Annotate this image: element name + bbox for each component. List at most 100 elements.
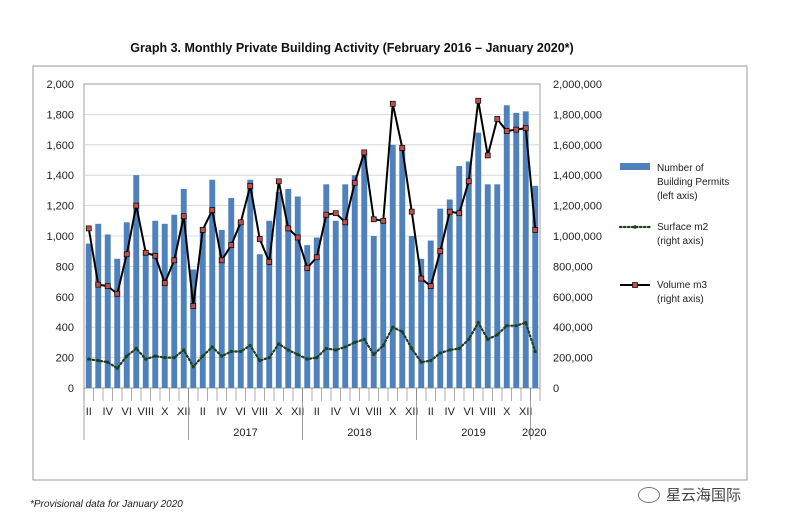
volume-point <box>370 216 377 223</box>
left-axis-ticks: 0 200 400 600 800 1,000 1,200 1,400 1,600 1,800 2,… <box>46 79 74 395</box>
legend-text: (right axis) <box>657 294 704 305</box>
left-tick-label: 800 <box>56 261 74 273</box>
month-label: IV <box>103 406 114 418</box>
year-label: 2019 <box>461 427 485 439</box>
bar <box>123 222 130 388</box>
volume-point <box>142 249 149 256</box>
surface-point <box>182 348 186 352</box>
bar <box>475 132 482 388</box>
month-label: II <box>314 406 320 418</box>
footnote: *Provisional data for January 2020 <box>30 499 183 510</box>
legend-bar-swatch <box>620 163 650 170</box>
surface-point <box>324 346 328 351</box>
month-label: VIII <box>137 406 154 418</box>
legend-text: (left axis) <box>657 191 698 202</box>
surface-point <box>277 342 281 346</box>
right-tick-label: 1,000,000 <box>553 231 602 243</box>
volume-point <box>532 227 539 233</box>
chart-title: Graph 3. Monthly Private Building Activi… <box>130 41 573 55</box>
bar <box>361 152 368 388</box>
left-tick-label: 1,000 <box>46 231 74 243</box>
surface-point <box>533 349 537 354</box>
bar <box>484 184 491 388</box>
right-tick-label: 0 <box>553 383 559 395</box>
bar <box>323 184 330 388</box>
surface-point <box>134 346 138 351</box>
right-tick-label: 600,000 <box>553 292 593 304</box>
volume-point <box>313 254 320 261</box>
volume-point <box>171 257 178 264</box>
legend-surface-marker <box>633 225 637 229</box>
bar <box>427 240 434 388</box>
bar <box>199 226 206 388</box>
right-tick-label: 1,400,000 <box>553 170 602 182</box>
surface-point <box>495 333 499 337</box>
surface-point <box>115 366 119 370</box>
right-tick-label: 1,800,000 <box>553 109 602 121</box>
bar <box>399 147 406 388</box>
volume-point <box>190 303 197 309</box>
surface-point <box>410 346 414 351</box>
volume-point <box>361 149 368 156</box>
surface-point <box>267 356 271 360</box>
surface-point <box>296 352 300 357</box>
bar <box>228 198 235 388</box>
surface-point <box>125 354 129 358</box>
bar <box>294 196 301 388</box>
watermark-text: 星云海国际 <box>666 487 742 504</box>
surface-point <box>229 349 233 354</box>
surface-point <box>381 343 385 348</box>
month-label: VI <box>236 406 246 418</box>
bar <box>389 144 396 388</box>
legend-volume-marker <box>632 282 638 288</box>
surface-point <box>400 330 404 334</box>
surface-point <box>524 321 528 325</box>
month-label: XII <box>177 406 190 418</box>
volume-point <box>465 178 472 185</box>
month-label: VI <box>350 406 360 418</box>
volume-point <box>427 283 434 290</box>
bar <box>437 208 444 388</box>
month-label: VI <box>122 406 132 418</box>
x-axis: II IV VI VIII X XII II IV VI VIII X XII II IV VI VIII X X… <box>83 388 547 440</box>
surface-point <box>210 345 214 349</box>
month-label: X <box>275 406 283 418</box>
surface-point <box>305 357 309 361</box>
volume-point <box>123 251 130 258</box>
wechat-icon <box>638 486 660 503</box>
surface-point <box>239 349 243 354</box>
bar <box>351 175 358 388</box>
left-tick-label: 1,600 <box>46 140 74 152</box>
volume-line <box>87 100 537 307</box>
volume-point <box>95 281 102 288</box>
bar <box>171 214 178 388</box>
month-label: X <box>503 406 511 418</box>
surface-point <box>191 365 195 369</box>
surface-point <box>467 337 471 341</box>
volume-point <box>304 265 311 271</box>
surface-point <box>419 360 423 364</box>
right-tick-label: 200,000 <box>553 353 593 365</box>
legend-text: Surface m2 <box>657 222 709 233</box>
left-tick-label: 1,800 <box>46 109 74 121</box>
volume-point <box>332 210 339 217</box>
bar <box>446 199 453 388</box>
volume-point <box>152 252 159 259</box>
bar <box>380 220 387 388</box>
year-label: 2017 <box>233 427 257 439</box>
volume-point <box>503 128 510 134</box>
surface-point <box>343 345 347 349</box>
bar <box>190 269 197 388</box>
bar <box>209 179 216 388</box>
bar <box>503 105 510 388</box>
month-label: VI <box>464 406 474 418</box>
bar <box>418 258 425 388</box>
bar <box>532 185 539 388</box>
month-label: II <box>86 406 92 418</box>
legend-text: (right axis) <box>657 236 704 247</box>
surface-point <box>505 324 509 328</box>
year-label: 2018 <box>347 427 371 439</box>
surface-point <box>438 351 442 355</box>
volume-point <box>484 152 491 159</box>
surface-point <box>163 356 167 360</box>
